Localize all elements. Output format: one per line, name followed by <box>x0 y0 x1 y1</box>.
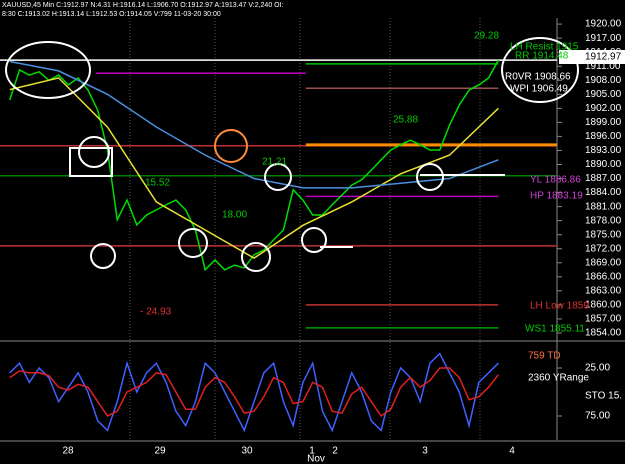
y-tick-label: 1875.00 <box>585 229 622 240</box>
y-tick-label: 1854.00 <box>585 328 622 339</box>
x-tick-label: 29 <box>154 446 166 457</box>
last-price-label: 1912.97 <box>585 52 622 63</box>
annotation: YL 1886.86 <box>530 175 581 186</box>
y-tick-label: 1902.00 <box>585 103 622 114</box>
annotation: LH Low 1859 <box>530 301 589 312</box>
annotation: 25.88 <box>393 115 418 126</box>
annotation: WS1 1855.11 <box>525 324 585 335</box>
annotation: 15.52 <box>145 178 170 189</box>
annotation: - 24.93 <box>140 307 172 318</box>
annotation: 759 TD <box>528 351 561 362</box>
annotation: HP 1883.19 <box>530 191 583 202</box>
y-tick-label: 75.00 <box>585 411 610 422</box>
annotation: 21.21 <box>262 157 287 168</box>
moving-average <box>9 77 499 259</box>
y-tick-label: 1908.00 <box>585 75 622 86</box>
header-line: 8:30 C:1913.02 H:1913.14 L:1912.53 O:191… <box>2 11 221 18</box>
y-tick-label: 1884.00 <box>585 187 622 198</box>
y-tick-label: 1863.00 <box>585 285 622 296</box>
y-tick-label: 1887.00 <box>585 173 622 184</box>
x-month-label: Nov <box>307 454 325 464</box>
y-tick-label: 1866.00 <box>585 271 622 282</box>
y-tick-label: 25.00 <box>585 363 610 374</box>
x-tick-label: 2 <box>332 446 338 457</box>
y-tick-label: 1869.00 <box>585 257 622 268</box>
annotation: RR 1914.48 <box>515 51 569 62</box>
x-tick-label: 3 <box>422 446 428 457</box>
annotation: R0VR 1908.66 <box>505 72 571 83</box>
series-line <box>9 367 499 418</box>
y-tick-label: 1899.00 <box>585 117 622 128</box>
series-line <box>9 59 500 272</box>
x-tick-label: 1 <box>309 446 315 457</box>
y-tick-label: 1893.00 <box>585 145 622 156</box>
drawn-markups <box>5 37 579 272</box>
y-tick-label: 1872.00 <box>585 243 622 254</box>
annotation: WPI 1906.49 <box>510 84 568 95</box>
y-tick-label: 1905.00 <box>585 89 622 100</box>
series-line <box>9 352 499 433</box>
y-tick-label: 1920.00 <box>585 19 622 30</box>
y-tick-label: 1860.00 <box>585 300 622 311</box>
x-tick-label: 30 <box>241 446 253 457</box>
header-line: XAUUSD,45 Min C:1912.97 N:4.31 H:1916.14… <box>2 2 284 9</box>
y-tick-label: 1896.00 <box>585 131 622 142</box>
y-tick-label: 1890.00 <box>585 159 622 170</box>
y-tick-label: 1857.00 <box>585 314 622 325</box>
annotation: STO 15. <box>585 391 622 402</box>
y-tick-label: 1878.00 <box>585 215 622 226</box>
y-tick-label: 1911.00 <box>585 61 621 72</box>
x-tick-label: 28 <box>62 446 74 457</box>
y-tick-label: 1917.00 <box>585 33 622 44</box>
x-tick-label: 4 <box>509 446 515 457</box>
annotation: 18.00 <box>222 210 247 221</box>
y-tick-label: 1881.00 <box>585 201 622 212</box>
annotation: 29.28 <box>474 31 499 42</box>
annotation: 2360 YRange <box>528 373 589 384</box>
annotation: LH Resist 1915 <box>510 42 579 53</box>
